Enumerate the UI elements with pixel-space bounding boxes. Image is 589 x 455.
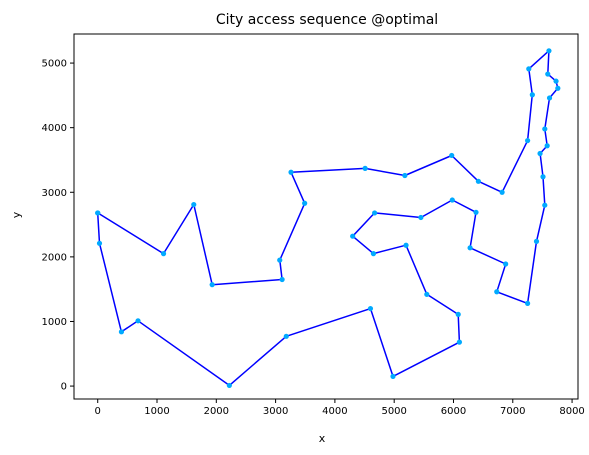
ticks-layer: 0 1000 2000 3000 4000 5000 6000 7000 8000 0 1000 20… xyxy=(42,59,585,417)
city-point xyxy=(546,48,552,54)
city-point xyxy=(288,169,294,175)
city-point xyxy=(542,126,548,132)
city-point xyxy=(540,174,546,180)
city-point xyxy=(529,92,535,98)
city-point xyxy=(96,240,103,246)
city-point xyxy=(533,238,540,244)
y-tick-label: 1000 xyxy=(42,317,67,328)
city-point xyxy=(449,197,455,203)
city-point xyxy=(372,210,378,216)
city-point xyxy=(544,143,550,149)
x-tick-label: 3000 xyxy=(263,406,288,417)
city-point xyxy=(525,137,531,144)
city-point xyxy=(277,257,283,263)
x-tick-label: 6000 xyxy=(441,406,466,417)
x-tick-label: 4000 xyxy=(322,406,347,417)
route-line xyxy=(96,50,559,387)
city-point xyxy=(403,242,409,248)
city-point xyxy=(475,178,481,184)
city-point xyxy=(226,382,232,389)
city-point xyxy=(160,251,167,257)
city-point xyxy=(362,165,368,171)
city-point xyxy=(95,210,101,216)
x-tick-label: 0 xyxy=(95,406,101,417)
city-point xyxy=(553,78,559,84)
city-point xyxy=(350,233,356,239)
x-tick-label: 1000 xyxy=(144,406,169,417)
city-point xyxy=(209,282,215,288)
city-point xyxy=(418,214,424,221)
chart-title: City access sequence @optimal xyxy=(216,12,438,28)
city-point xyxy=(449,152,455,159)
plot-frame xyxy=(73,33,579,400)
city-point xyxy=(499,189,505,195)
city-point xyxy=(545,71,551,77)
city-point xyxy=(473,209,479,215)
y-tick-label: 5000 xyxy=(42,59,67,70)
city-point xyxy=(537,150,543,157)
city-point xyxy=(467,245,473,251)
city-point xyxy=(424,291,430,297)
y-tick-label: 4000 xyxy=(42,123,67,134)
city-point xyxy=(555,85,561,91)
y-tick-label: 3000 xyxy=(42,188,67,199)
x-tick-label: 7000 xyxy=(500,406,525,417)
city-point xyxy=(546,95,553,101)
data-layer xyxy=(95,48,561,389)
city-point xyxy=(302,200,308,206)
city-point xyxy=(135,318,141,324)
city-point xyxy=(494,289,500,295)
city-point xyxy=(503,261,509,267)
city-point xyxy=(279,276,285,283)
x-tick-label: 5000 xyxy=(381,406,406,417)
y-tick-label: 2000 xyxy=(42,252,67,263)
city-point xyxy=(118,329,125,335)
city-point xyxy=(367,305,374,312)
city-point xyxy=(542,202,548,208)
y-axis-label: y xyxy=(10,211,23,218)
x-tick-label: 8000 xyxy=(559,406,584,417)
city-point xyxy=(370,251,377,257)
x-axis-label: x xyxy=(319,432,326,445)
x-tick-label: 2000 xyxy=(204,406,229,417)
city-point xyxy=(283,333,289,339)
y-tick-label: 0 xyxy=(61,382,67,393)
city-point xyxy=(455,311,461,317)
city-point xyxy=(402,172,408,179)
city-point xyxy=(456,339,463,345)
city-point xyxy=(525,300,531,306)
city-point xyxy=(390,373,396,379)
city-point xyxy=(191,201,197,208)
city-point xyxy=(526,66,532,72)
